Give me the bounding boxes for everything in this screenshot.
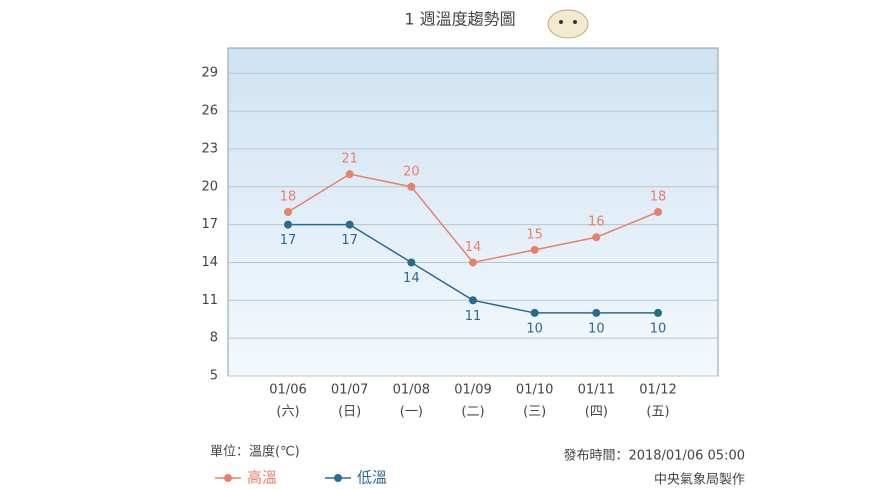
point: [469, 258, 477, 267]
point: [284, 220, 292, 229]
x-tick-sublabel: (三): [523, 405, 546, 420]
x-tick-label: 01/06: [269, 383, 306, 398]
point: [530, 245, 539, 254]
point: [654, 308, 662, 317]
x-tick-label: 01/11: [578, 383, 615, 398]
value-label: 15: [526, 227, 543, 242]
x-tick-label: 01/10: [516, 383, 553, 398]
x-tick-sublabel: (四): [585, 405, 608, 420]
published: 發布時間：2018/01/06 05:00: [563, 449, 745, 464]
y-tick-label: 20: [201, 179, 218, 194]
x-tick-sublabel: (日): [338, 405, 361, 420]
value-label: 21: [341, 152, 358, 167]
legend-marker: [224, 474, 232, 482]
value-label: 20: [403, 164, 420, 179]
mascot: [547, 9, 589, 39]
value-label: 10: [526, 321, 543, 336]
point: [592, 233, 601, 242]
x-tick-sublabel: (二): [461, 405, 484, 420]
point: [654, 208, 662, 216]
x-tick-sublabel: (一): [400, 405, 423, 420]
value-label: 17: [341, 233, 358, 248]
y-tick-label: 29: [201, 66, 218, 81]
chart-title: 1 週溫度趨勢圖: [404, 10, 515, 29]
value-label: 14: [465, 240, 482, 255]
y-tick-label: 8: [210, 331, 218, 346]
legend-label: 低溫: [357, 469, 387, 487]
x-tick-label: 01/07: [331, 383, 368, 398]
point: [469, 296, 477, 305]
value-label: 16: [588, 215, 605, 230]
y-tick-label: 14: [201, 255, 218, 270]
y-tick-label: 23: [201, 141, 218, 156]
x-tick-label: 01/09: [454, 383, 491, 398]
point: [407, 182, 416, 191]
y-tick-label: 17: [201, 217, 218, 232]
value-label: 17: [280, 233, 297, 248]
unit-label: 單位：溫度(℃): [210, 444, 300, 460]
point: [407, 258, 416, 267]
x-tick-label: 01/08: [393, 383, 430, 398]
point: [530, 308, 539, 317]
value-label: 18: [280, 190, 297, 205]
y-tick-label: 26: [201, 104, 218, 119]
value-label: 14: [403, 271, 420, 286]
point: [592, 308, 601, 317]
x-tick-sublabel: (五): [646, 405, 669, 420]
y-tick-label: 11: [201, 293, 218, 308]
legend-label: 高溫: [247, 469, 277, 487]
point: [284, 208, 292, 216]
legend-marker: [334, 474, 342, 482]
x-tick-label: 01/12: [639, 383, 676, 398]
credit: 中央氣象局製作: [654, 473, 745, 488]
value-label: 10: [650, 321, 667, 336]
point: [345, 220, 354, 229]
value-label: 10: [588, 321, 605, 336]
x-tick-sublabel: (六): [276, 405, 299, 420]
value-label: 18: [650, 190, 667, 205]
y-tick-label: 5: [210, 369, 218, 384]
point: [345, 170, 354, 179]
plot-area: [227, 47, 719, 377]
value-label: 11: [465, 309, 482, 324]
